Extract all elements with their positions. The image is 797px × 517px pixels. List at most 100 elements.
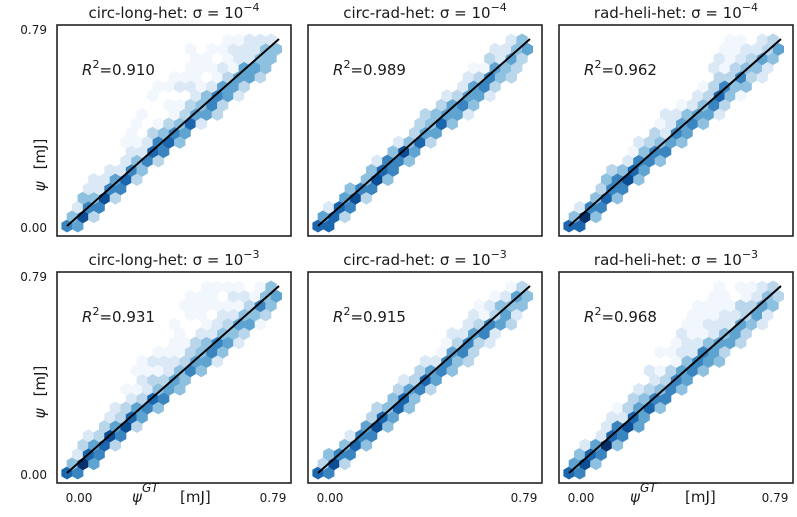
hexbin-cell: [462, 89, 474, 103]
hexbin-cell: [136, 145, 148, 159]
hexbin-cell: [654, 382, 666, 396]
hexbin-cell: [184, 61, 197, 75]
hexbin-cell: [168, 70, 180, 84]
hexbin-cell: [681, 336, 693, 350]
r2-annotation: R2=0.910: [82, 58, 155, 79]
hexbin-cell: [109, 191, 121, 205]
hexbin-cell: [136, 410, 148, 424]
hexbin-cell: [756, 299, 768, 313]
hexbin-cell: [686, 308, 699, 322]
hexbin-cell: [654, 401, 666, 415]
hexbin-cell: [489, 80, 501, 93]
x-label-sup: GT: [142, 481, 160, 495]
hexbin-cell: [751, 61, 763, 75]
r2-superscript: 2: [594, 58, 601, 71]
hexbin-cell: [425, 364, 437, 378]
hexbin-cell: [360, 420, 372, 433]
hexbin-cell: [72, 200, 84, 214]
hexbin-cell: [660, 126, 672, 140]
hexbin-cell: [254, 317, 266, 331]
panel-title: rad-heli-het: σ = 10−4: [594, 1, 758, 22]
hexbin-cell: [270, 289, 282, 303]
hexbin-cell: [190, 70, 202, 84]
hexbin-cell: [611, 438, 623, 452]
chart-panel: rad-heli-het: σ = 10−4 R2=0.962: [558, 1, 794, 237]
hexbin-cell: [163, 98, 175, 112]
hexbin-cell: [430, 107, 442, 121]
hexbin-cell: [745, 70, 758, 84]
hexbin-cell: [692, 336, 704, 350]
hexbin-cell: [190, 52, 202, 66]
y-label-unit: [mJ]: [31, 139, 49, 170]
hexbin-cell: [681, 107, 693, 121]
hexbin-cell: [109, 438, 121, 452]
hexbin-cell: [462, 107, 474, 121]
hexbin-cell: [633, 401, 645, 415]
hexbin-cell: [468, 98, 480, 112]
hexbin-cell: [174, 117, 186, 131]
hexbin-cell: [93, 182, 105, 196]
hexbin-cell: [633, 382, 645, 396]
hexbin-cell: [184, 98, 197, 112]
hexbin-cell: [131, 135, 143, 149]
panel-title: rad-heli-het: σ = 10−3: [594, 248, 758, 269]
hexbin-cell: [452, 107, 464, 121]
hexbin-cell: [735, 336, 747, 350]
hexbin-cell: [724, 33, 736, 47]
hexbin-cell: [468, 327, 480, 340]
hexbin-cell: [697, 345, 709, 359]
hexbin-cell: [446, 345, 458, 359]
hexbin-cell: [88, 210, 100, 224]
hexbin-cell: [222, 33, 234, 47]
hexbin-cell: [462, 336, 474, 350]
hexbin-cell: [211, 336, 223, 350]
hexbin-cell: [217, 308, 229, 322]
hexbin-cell: [590, 210, 602, 224]
hexbin-cell: [409, 126, 421, 140]
hexbin-cell: [489, 327, 501, 340]
hexbin-cell: [617, 410, 629, 424]
hexbin-cell: [195, 61, 207, 75]
hexbin-cell: [387, 145, 399, 159]
hexbin-cell: [195, 327, 207, 340]
axes-frame: [307, 24, 543, 237]
hexbin-cell: [681, 373, 693, 387]
hexbin-cell: [233, 52, 245, 66]
hexbin-cell: [131, 154, 143, 168]
hexbin-cell: [638, 410, 650, 424]
hexbin-cell: [511, 61, 523, 75]
fit-line: [66, 38, 280, 227]
hexbin-cell: [516, 52, 528, 66]
x-tick-label: 0.79: [511, 491, 538, 505]
hexbin-cell: [190, 299, 202, 313]
hexbin-cell: [174, 364, 186, 378]
fit-line: [568, 38, 782, 227]
hexbin-cell: [590, 457, 602, 471]
hexbin-cell: [249, 42, 261, 56]
hexbin-cell: [409, 145, 421, 159]
hexbin-cell: [323, 447, 335, 461]
hexbin-cell: [152, 80, 164, 93]
r2-value: =0.989: [350, 61, 406, 79]
hexbin-cell: [233, 336, 245, 350]
hexbin-cell: [735, 52, 747, 66]
hexbin-cell: [729, 308, 742, 322]
hexbin-cell: [206, 327, 218, 340]
hexbin-cell: [729, 61, 742, 75]
hexbin-cell: [125, 392, 138, 406]
hexbin-cell: [670, 336, 682, 350]
hexbin-cell: [478, 308, 491, 322]
hexbin-cell: [713, 299, 725, 313]
hexbin-cell: [339, 457, 351, 471]
hexbin-cell: [174, 135, 186, 149]
svg-text:ψ[mJ]: ψ [mJ]: [31, 366, 49, 419]
hexbin-cell: [366, 163, 378, 177]
hexbin-cell: [713, 317, 725, 331]
hexbin-cell: [627, 145, 640, 159]
hexbin-cell: [521, 289, 533, 303]
hexbin-cell: [93, 429, 105, 443]
hexbin-cell: [382, 173, 394, 186]
hexbin-cell: [125, 145, 138, 159]
hexbin-cell: [184, 345, 197, 359]
panel-title: circ-long-het: σ = 10−3: [88, 248, 259, 269]
